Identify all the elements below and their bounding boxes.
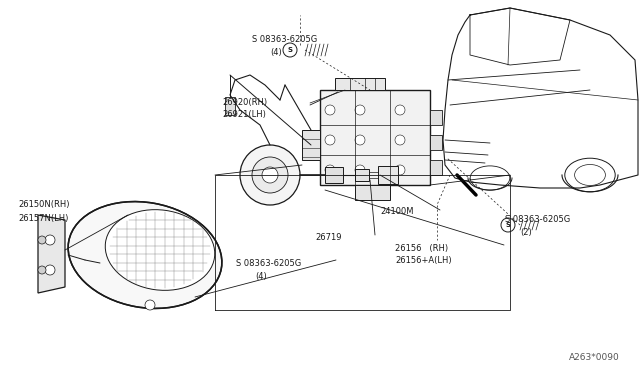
Text: 26150N(RH): 26150N(RH): [18, 201, 70, 209]
Circle shape: [395, 165, 405, 175]
Circle shape: [325, 105, 335, 115]
Text: S 08363-6205G: S 08363-6205G: [252, 35, 317, 45]
Ellipse shape: [105, 210, 215, 290]
Bar: [355, 169, 369, 181]
Circle shape: [355, 165, 365, 175]
Bar: [378, 166, 398, 184]
Bar: [335, 78, 385, 90]
Ellipse shape: [575, 164, 605, 186]
Circle shape: [325, 135, 335, 145]
Circle shape: [325, 165, 335, 175]
Circle shape: [501, 218, 515, 232]
Circle shape: [252, 157, 288, 193]
Circle shape: [145, 300, 155, 310]
Ellipse shape: [470, 166, 510, 190]
Text: (2): (2): [520, 228, 532, 237]
Ellipse shape: [68, 202, 222, 308]
Bar: [430, 110, 442, 125]
Circle shape: [38, 266, 46, 274]
Circle shape: [262, 167, 278, 183]
Text: S 08363-6205G: S 08363-6205G: [505, 215, 570, 224]
Bar: [325, 167, 343, 183]
Text: 26719: 26719: [315, 234, 342, 243]
Text: 26157N(LH): 26157N(LH): [18, 214, 68, 222]
Bar: [355, 185, 390, 200]
Text: (4): (4): [270, 48, 282, 57]
Circle shape: [240, 145, 300, 205]
Circle shape: [395, 105, 405, 115]
Text: 26156+A(LH): 26156+A(LH): [395, 256, 452, 264]
Text: 26921(LH): 26921(LH): [222, 110, 266, 119]
Circle shape: [38, 236, 46, 244]
Bar: [430, 135, 442, 150]
Circle shape: [45, 235, 55, 245]
Circle shape: [283, 43, 297, 57]
Bar: [302, 130, 320, 160]
Circle shape: [395, 135, 405, 145]
Text: 26920(RH): 26920(RH): [222, 99, 267, 108]
Text: 24100M: 24100M: [380, 208, 413, 217]
Circle shape: [355, 105, 365, 115]
Text: S: S: [287, 47, 292, 53]
Bar: [225, 97, 235, 115]
Polygon shape: [38, 215, 65, 293]
Circle shape: [355, 135, 365, 145]
Bar: [320, 90, 430, 185]
Text: A263*0090: A263*0090: [569, 353, 620, 362]
Circle shape: [45, 265, 55, 275]
Bar: [430, 160, 442, 175]
Text: (4): (4): [255, 272, 267, 280]
Text: S 08363-6205G: S 08363-6205G: [236, 260, 301, 269]
Text: 26156   (RH): 26156 (RH): [395, 244, 448, 253]
Text: S: S: [506, 222, 511, 228]
Ellipse shape: [564, 158, 615, 192]
